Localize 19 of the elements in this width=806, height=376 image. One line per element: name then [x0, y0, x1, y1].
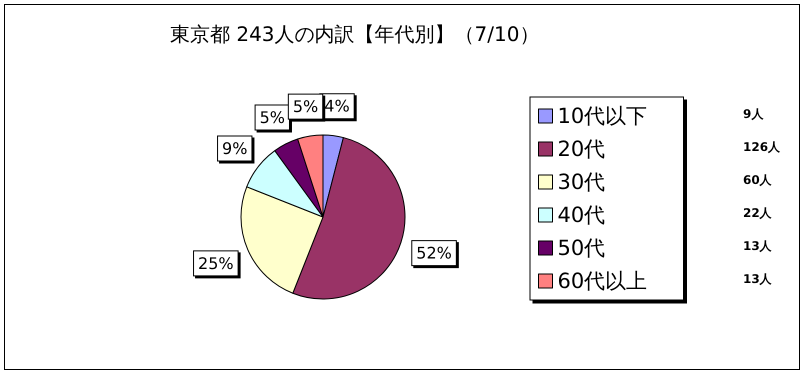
data-label: 9% [222, 139, 248, 158]
text: 13人 [743, 272, 773, 286]
data-label: 52% [416, 244, 452, 263]
text: 126人 [743, 140, 782, 154]
legend-label: 10代以下 [558, 104, 648, 128]
text: 13人 [743, 239, 773, 253]
legend-label: 20代 [558, 137, 606, 161]
legend-label: 60代以上 [558, 269, 648, 293]
legend-label: 40代 [558, 203, 606, 227]
data-label: 5% [260, 108, 285, 127]
chart-title: 東京都 243人の内訳【年代別】（7/10） [170, 22, 540, 46]
text: 22人 [743, 206, 773, 220]
data-label: 5% [292, 97, 318, 116]
text: 9人 [743, 107, 764, 121]
text: 60人 [743, 173, 773, 187]
legend-label: 50代 [558, 236, 606, 260]
data-label: 4% [324, 96, 350, 116]
data-label: 25% [198, 254, 234, 273]
legend-label: 30代 [558, 170, 606, 194]
